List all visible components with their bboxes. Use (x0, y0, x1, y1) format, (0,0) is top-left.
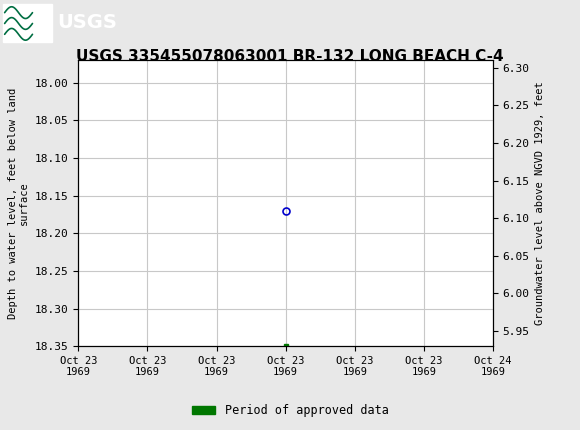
Y-axis label: Depth to water level, feet below land
surface: Depth to water level, feet below land su… (8, 88, 29, 319)
Text: USGS 335455078063001 BR-132 LONG BEACH C-4: USGS 335455078063001 BR-132 LONG BEACH C… (76, 49, 504, 64)
Legend: Period of approved data: Period of approved data (187, 399, 393, 422)
Y-axis label: Groundwater level above NGVD 1929, feet: Groundwater level above NGVD 1929, feet (535, 81, 545, 325)
Text: USGS: USGS (57, 13, 117, 32)
FancyBboxPatch shape (3, 3, 52, 42)
